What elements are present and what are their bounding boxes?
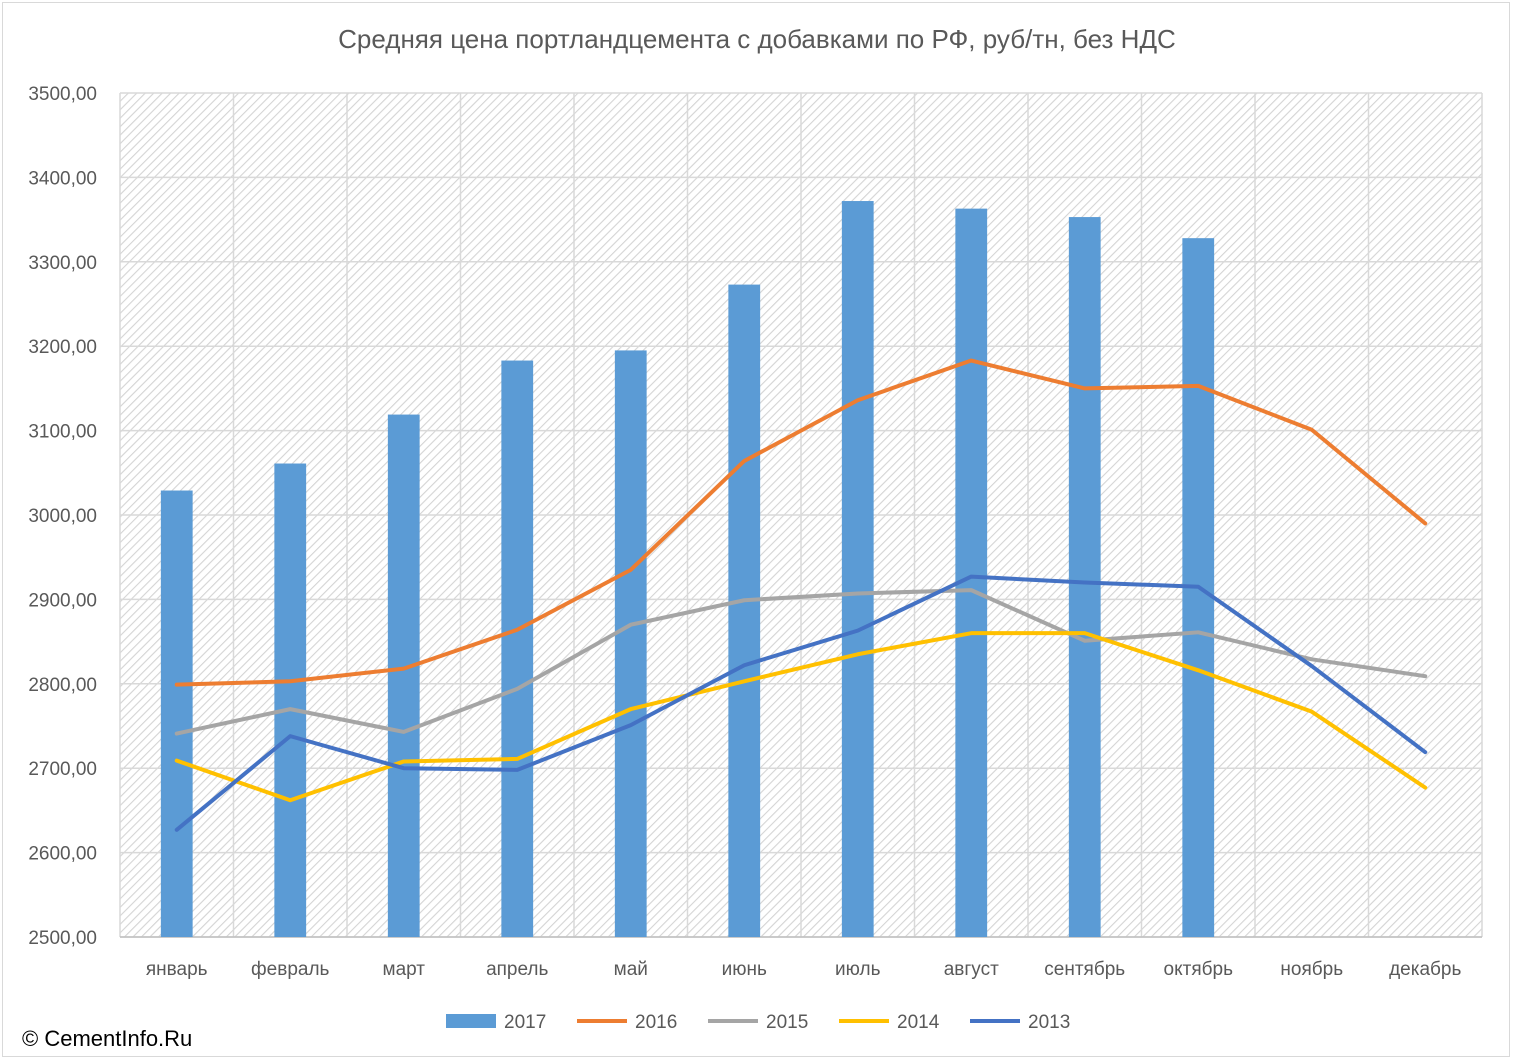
y-tick-label: 2900,00 [28,590,97,611]
chart-title: Средняя цена портландцемента с добавками… [338,24,1176,54]
line-2016 [174,358,1428,687]
line-2015 [174,588,1428,736]
copyright-text: © CementInfo.Ru [22,1026,193,1051]
x-tick-label: ноябрь [1280,959,1343,980]
x-tick-label: март [383,959,426,980]
legend-label-2016: 2016 [635,1012,677,1033]
x-axis-ticks: январь февраль март апрель май июнь июль август… [146,959,1462,980]
bar-2017 [955,208,988,938]
x-tick-label: июнь [722,959,767,980]
y-tick-label: 2700,00 [28,759,97,780]
line-2014 [174,631,1428,803]
legend-label-2015: 2015 [766,1012,808,1033]
x-tick-label: апрель [486,959,548,980]
x-tick-label: декабрь [1389,959,1461,980]
y-tick-label: 2800,00 [28,675,97,696]
bar-2017 [728,284,761,937]
legend-label-2017: 2017 [504,1012,546,1033]
y-tick-label: 3000,00 [28,506,97,527]
y-tick-label: 2600,00 [28,844,97,865]
x-tick-label: сентябрь [1044,959,1125,980]
x-tick-label: август [944,959,999,980]
line-2013 [174,574,1428,832]
legend-label-2014: 2014 [897,1012,940,1033]
bars-2017 [160,201,1215,938]
x-tick-label: октябрь [1164,959,1234,980]
legend: 2017 2016 2015 2014 2013 [446,1012,1070,1033]
bar-2017 [274,463,307,937]
y-tick-label: 3100,00 [28,422,97,443]
bar-2017 [387,414,420,938]
bar-2017 [614,350,647,937]
bar-2017 [841,201,874,938]
bar-2017 [160,490,193,937]
series-lines [174,358,1428,832]
y-tick-label: 3200,00 [28,337,97,358]
bar-2017 [501,360,534,938]
x-tick-label: май [614,959,648,980]
y-tick-label: 3500,00 [28,84,97,105]
y-axis-ticks: 2500,00 2600,00 2700,00 2800,00 2900,00 3000,… [28,84,97,949]
x-tick-label: январь [146,959,208,980]
y-tick-label: 3300,00 [28,253,97,274]
x-tick-label: февраль [251,959,330,980]
bar-2017 [1068,217,1101,937]
y-tick-label: 2500,00 [28,928,97,949]
legend-label-2013: 2013 [1028,1012,1070,1033]
legend-swatch-2017 [446,1014,496,1028]
x-tick-label: июль [835,959,881,980]
y-tick-label: 3400,00 [28,168,97,189]
